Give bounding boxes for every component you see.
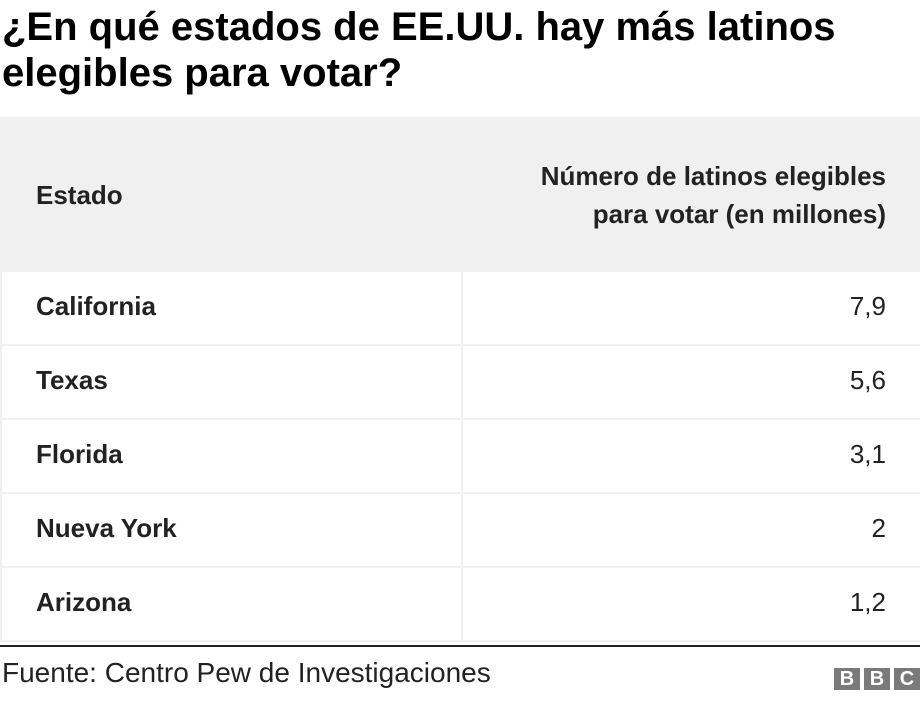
value-cell: 3,1 (461, 418, 920, 494)
bbc-logo-letter: B (834, 668, 860, 690)
table-row: California 7,9 (0, 270, 920, 346)
table-row: Nueva York 2 (0, 492, 920, 568)
value-cell: 2 (461, 492, 920, 568)
page-title: ¿En qué estados de EE.UU. hay más latino… (2, 5, 836, 95)
state-cell: California (0, 270, 463, 346)
data-table: Estado Número de latinos elegibles para … (0, 117, 920, 642)
value-cell: 7,9 (461, 270, 920, 346)
bbc-logo-letter: C (894, 668, 920, 690)
table-row: Florida 3,1 (0, 418, 920, 494)
table-header-row: Estado Número de latinos elegibles para … (0, 117, 920, 272)
bbc-logo: B B C (834, 668, 920, 690)
footer-divider (0, 645, 920, 647)
state-cell: Florida (0, 418, 463, 494)
value-cell: 5,6 (461, 344, 920, 420)
state-cell: Texas (0, 344, 463, 420)
source-note: Fuente: Centro Pew de Investigaciones (2, 657, 491, 688)
state-cell: Nueva York (0, 492, 463, 568)
value-cell: 1,2 (461, 566, 920, 642)
state-cell: Arizona (0, 566, 463, 642)
bbc-logo-letter: B (864, 668, 890, 690)
column-header-numero-latinos: Número de latinos elegibles para votar (… (461, 117, 920, 272)
table-row: Texas 5,6 (0, 344, 920, 420)
column-header-estado: Estado (0, 117, 463, 272)
table-row: Arizona 1,2 (0, 566, 920, 642)
